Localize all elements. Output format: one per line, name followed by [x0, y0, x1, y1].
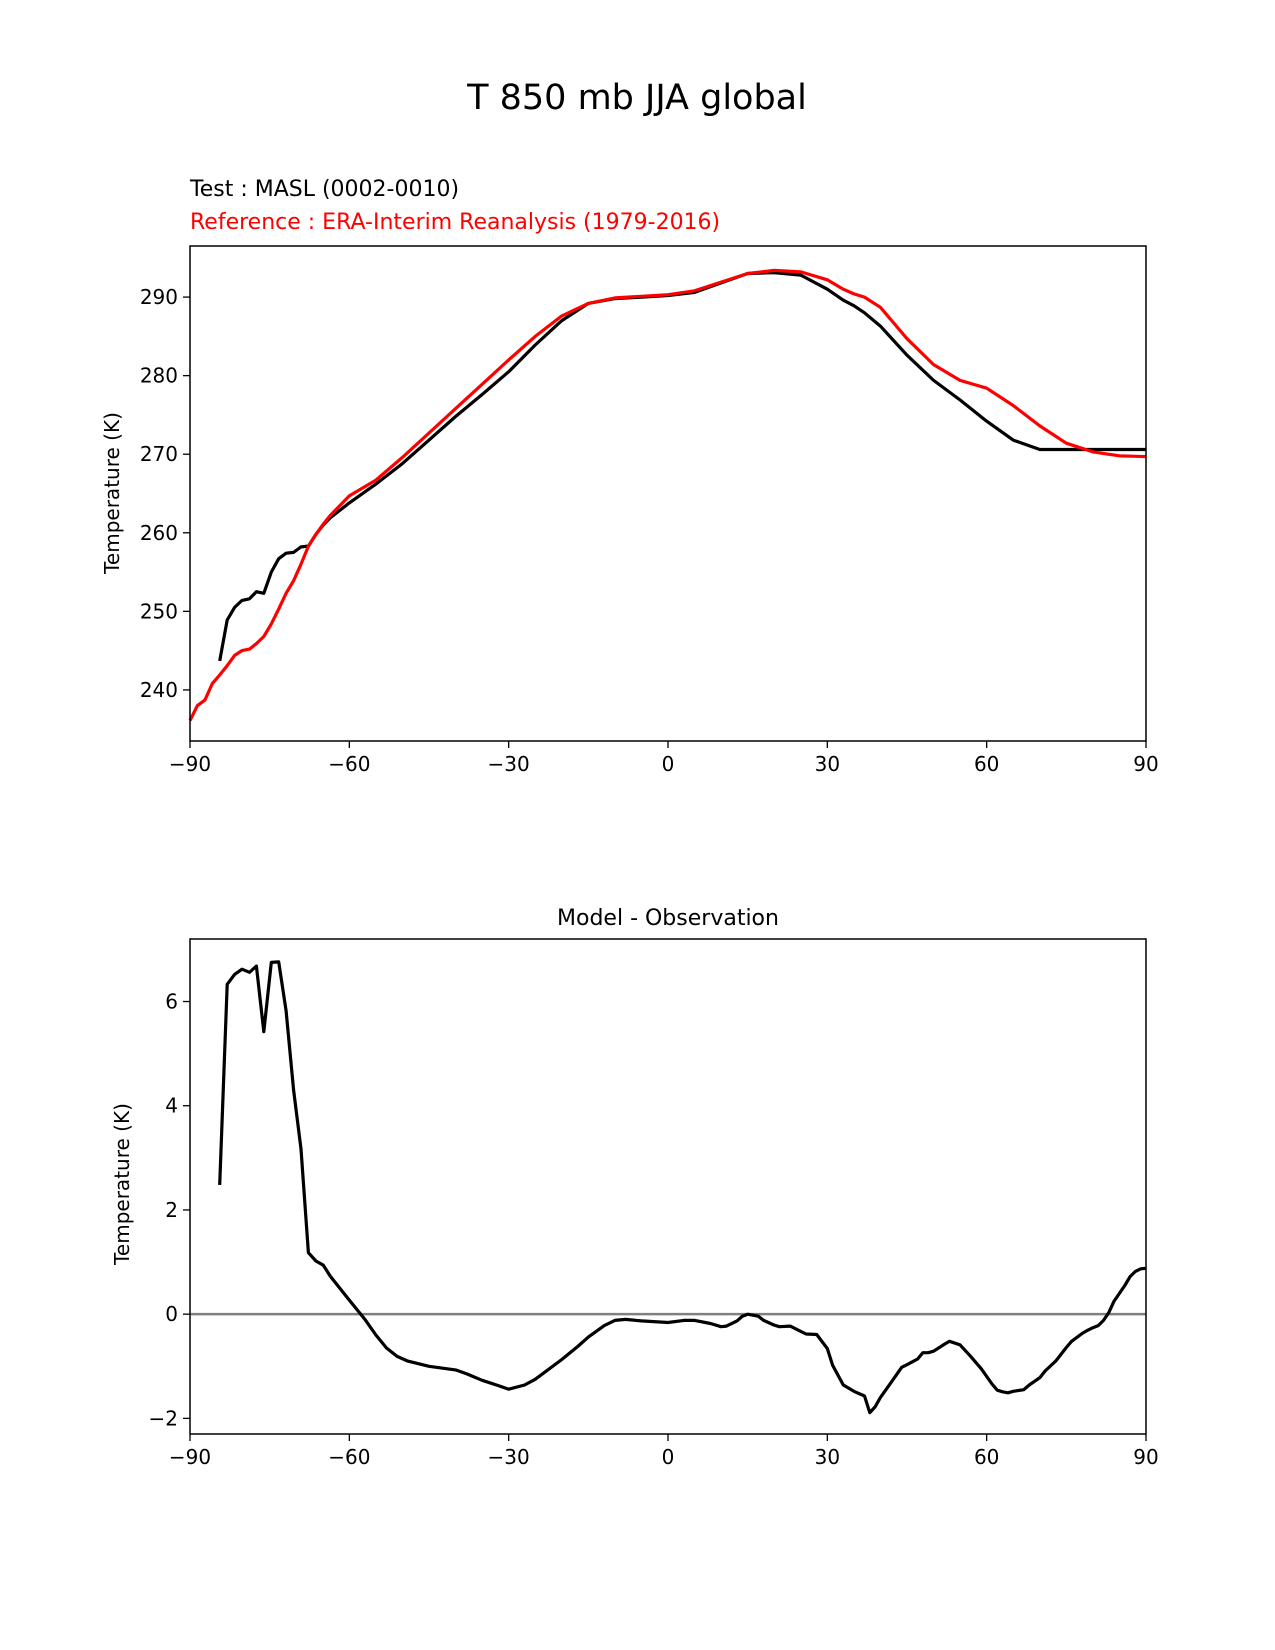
y-tick-label-bottom: 6: [165, 990, 178, 1014]
y-tick-label-top: 240: [140, 678, 178, 702]
x-tick-label-bottom: −60: [328, 1445, 370, 1469]
x-tick-label-bottom: 30: [815, 1445, 840, 1469]
y-axis-label-top: Temperature (K): [100, 412, 124, 575]
x-tick-label-top: 30: [815, 752, 840, 776]
figure-title: T 850 mb JJA global: [466, 78, 807, 118]
x-tick-label-bottom: −90: [169, 1445, 211, 1469]
axes-ticks-top: −90 −60 −30 0 30 60 90 240 250 260 270 280 290: [140, 285, 1159, 776]
y-axis-label-bottom: Temperature (K): [110, 1103, 134, 1266]
x-tick-label-top: −60: [328, 752, 370, 776]
y-tick-label-bottom: 4: [165, 1094, 178, 1118]
x-tick-label-top: −30: [488, 752, 530, 776]
x-tick-label-top: 0: [662, 752, 675, 776]
x-tick-label-top: 60: [974, 752, 999, 776]
y-tick-label-top: 250: [140, 599, 178, 623]
series-line-top-reference: [188, 268, 1147, 722]
y-tick-label-bottom: −2: [149, 1406, 178, 1430]
series-line-bottom-difference: [218, 960, 1147, 1415]
axes-ticks-bottom: −90 −60 −30 0 30 60 90 −2 0 2 4 6: [149, 990, 1159, 1469]
x-tick-label-top: −90: [169, 752, 211, 776]
y-tick-label-top: 290: [140, 285, 178, 309]
temperature-profile-panel: Test : MASL (0002-0010) Reference : ERA-…: [100, 177, 1159, 776]
x-tick-label-bottom: 90: [1133, 1445, 1158, 1469]
axes-frame-bottom: [189, 938, 1147, 1435]
x-tick-label-bottom: 0: [662, 1445, 675, 1469]
plot-lines-top: [188, 268, 1147, 722]
test-label: Test : MASL (0002-0010): [189, 177, 459, 202]
reference-label: Reference : ERA-Interim Reanalysis (1979…: [190, 210, 720, 235]
series-line-top-test: [218, 271, 1146, 662]
x-tick-label-bottom: 60: [974, 1445, 999, 1469]
y-tick-label-top: 260: [140, 521, 178, 545]
y-tick-label-bottom: 0: [165, 1302, 178, 1326]
plot-lines-bottom: [190, 960, 1147, 1415]
x-tick-label-top: 90: [1133, 752, 1158, 776]
y-tick-label-top: 280: [140, 364, 178, 388]
axes-frame-top: [189, 245, 1147, 742]
x-tick-label-bottom: −30: [488, 1445, 530, 1469]
y-tick-label-top: 270: [140, 442, 178, 466]
difference-title: Model - Observation: [557, 906, 779, 931]
y-tick-label-bottom: 2: [165, 1198, 178, 1222]
difference-panel: Model - Observation Temperature (K) −90−…: [110, 906, 1159, 1469]
